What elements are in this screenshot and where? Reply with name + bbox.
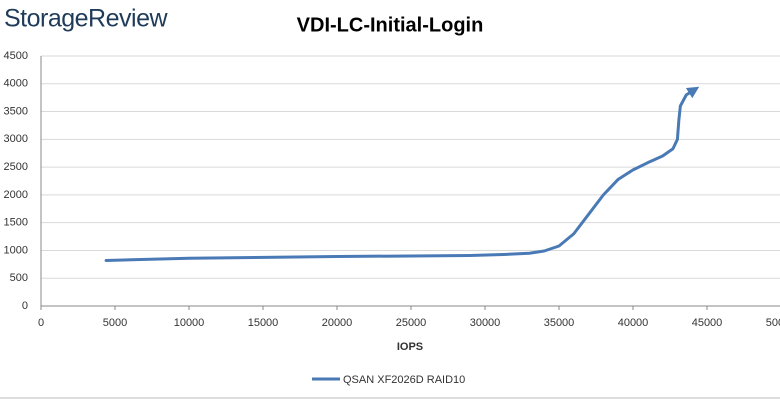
x-axis-title: IOPS: [397, 341, 423, 353]
y-tick-label: 1500: [4, 217, 28, 229]
y-tick-label: 4500: [4, 50, 28, 62]
y-tick-label: 0: [22, 300, 28, 312]
x-tick-label: 15000: [248, 317, 279, 329]
x-tick-label: 20000: [322, 317, 353, 329]
x-tick-label: 0: [38, 317, 44, 329]
x-tick-label: 35000: [544, 317, 575, 329]
x-tick-label: 45000: [692, 317, 723, 329]
y-tick-label: 500: [10, 272, 28, 284]
y-tick-label: 2000: [4, 189, 28, 201]
x-tick-label: 25000: [396, 317, 427, 329]
brand-logo: StorageReview: [4, 5, 168, 33]
legend-label: QSAN XF2026D RAID10: [343, 374, 465, 386]
y-tick-label: 3500: [4, 105, 28, 117]
x-tick-label: 50000: [766, 317, 780, 329]
y-tick-label: 1000: [4, 244, 28, 256]
y-tick-label: 3000: [4, 133, 28, 145]
x-tick-label: 5000: [103, 317, 127, 329]
x-tick-label: 30000: [470, 317, 501, 329]
x-tick-label: 10000: [174, 317, 205, 329]
x-tick-label: 40000: [618, 317, 649, 329]
series-line: [104, 86, 700, 262]
y-tick-label: 4000: [4, 78, 28, 90]
chart-title: VDI-LC-Initial-Login: [297, 14, 484, 36]
y-tick-label: 2500: [4, 161, 28, 173]
